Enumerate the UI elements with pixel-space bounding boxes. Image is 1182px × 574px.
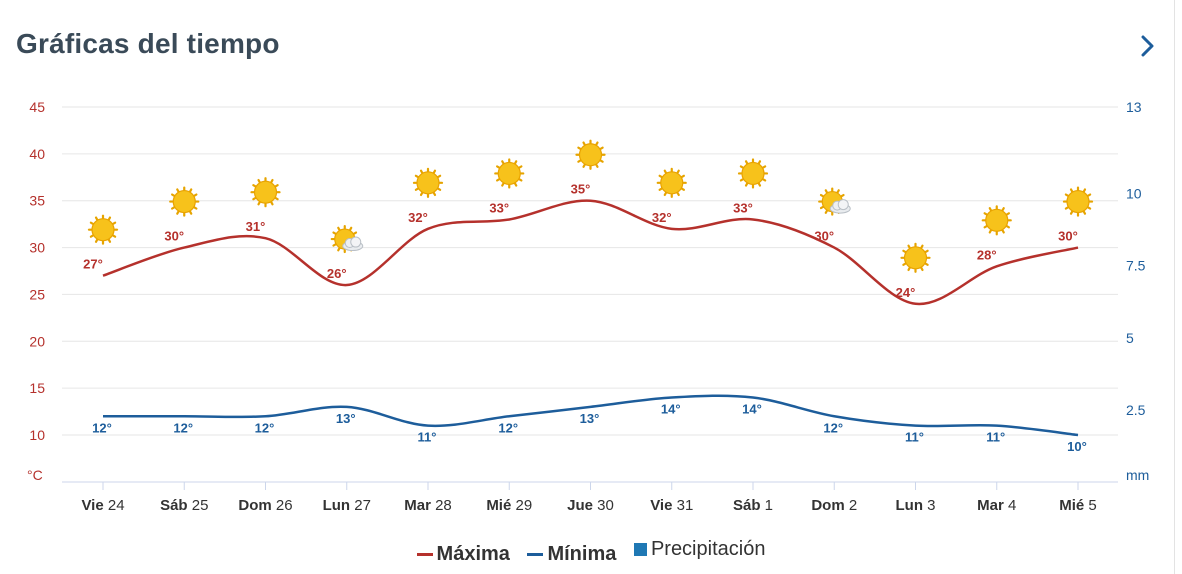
- legend-item-max[interactable]: Máxima: [416, 543, 510, 566]
- sun-icon: [87, 214, 119, 245]
- y-left-tick-label: 40: [29, 146, 45, 162]
- x-tick-label: Lun 27: [323, 497, 371, 514]
- x-tick-label: Vie 24: [81, 497, 124, 514]
- legend-label-min: Mínima: [547, 543, 617, 565]
- legend-label-max: Máxima: [436, 543, 510, 565]
- sun-disc: [91, 218, 115, 242]
- x-tick-label: Jue 30: [567, 497, 614, 514]
- x-tick-label: Sáb 1: [733, 497, 773, 514]
- y-left-tick-label: 45: [29, 99, 45, 115]
- sun-icon: [494, 158, 525, 189]
- min-data-label: 14°: [661, 402, 681, 417]
- sun-disc: [253, 180, 278, 204]
- sun-icon: [737, 158, 769, 189]
- legend-label-precip: Precipitación: [650, 538, 766, 560]
- page-title: Gráficas del tiempo: [16, 28, 280, 59]
- sun-disc: [497, 161, 521, 186]
- series-line-max: [102, 199, 1079, 306]
- max-data-label: 33°: [489, 200, 509, 215]
- x-tick-label: Mié 29: [486, 497, 532, 514]
- sun-icon: [1062, 186, 1094, 217]
- series-line-min: [103, 394, 1079, 437]
- max-data-label: 26°: [327, 266, 347, 281]
- max-data-label: 35°: [571, 182, 591, 197]
- max-data-label: 24°: [896, 285, 916, 300]
- min-data-label: 11°: [418, 430, 437, 445]
- cloud-puff: [350, 236, 362, 248]
- legend-swatch-max: [416, 553, 433, 556]
- sun-disc: [903, 246, 928, 270]
- legend-swatch-min: [527, 553, 544, 556]
- sun-icon: [656, 167, 687, 198]
- max-data-label: 32°: [408, 210, 428, 225]
- min-data-label: 13°: [580, 411, 600, 426]
- y-right-tick-label: 13: [1126, 99, 1142, 115]
- min-data-label: 11°: [905, 430, 924, 445]
- x-tick-label: Dom 2: [811, 497, 857, 514]
- chart-legend: Máxima Mínima Precipitación: [0, 538, 1182, 566]
- min-data-label: 12°: [92, 420, 112, 435]
- min-data-label: 10°: [1067, 439, 1087, 454]
- x-tick-label: Dom 26: [238, 497, 292, 514]
- sun-cloud-icon: [818, 187, 851, 216]
- cloud-icon: [829, 199, 851, 214]
- y-right-unit: mm: [1126, 467, 1149, 483]
- sun-disc: [416, 171, 440, 195]
- chevron-right-icon[interactable]: [1136, 32, 1160, 60]
- x-tick-label: Mié 5: [1059, 497, 1097, 514]
- sun-disc: [578, 143, 603, 167]
- sun-icon: [169, 186, 200, 217]
- y-left-tick-label: 10: [29, 427, 45, 443]
- y-right-tick-label: 2.5: [1126, 402, 1146, 418]
- sun-icon: [575, 139, 606, 170]
- sun-icon: [900, 242, 931, 273]
- x-tick-label: Lun 3: [896, 497, 936, 514]
- y-right-tick-label: 7.5: [1126, 258, 1146, 274]
- max-data-label: 33°: [733, 200, 753, 215]
- legend-item-min[interactable]: Mínima: [527, 543, 616, 566]
- max-data-label: 30°: [164, 229, 184, 244]
- min-data-label: 11°: [986, 430, 1005, 445]
- sun-disc: [985, 208, 1009, 232]
- y-right-tick-label: 10: [1126, 186, 1142, 202]
- x-tick-label: Vie 31: [650, 497, 693, 514]
- min-data-label: 12°: [823, 420, 843, 435]
- sun-disc: [741, 161, 765, 186]
- y-left-tick-label: 25: [29, 286, 45, 302]
- min-data-label: 12°: [173, 420, 193, 435]
- min-data-label: 12°: [255, 420, 275, 435]
- sun-cloud-icon: [330, 224, 364, 254]
- min-data-label: 14°: [742, 402, 762, 417]
- sun-disc: [1066, 189, 1090, 214]
- legend-swatch-precip: [633, 543, 647, 556]
- y-left-tick-label: 15: [29, 380, 45, 396]
- x-tick-label: Sáb 25: [160, 497, 208, 514]
- y-right-tick-label: 5: [1126, 330, 1134, 346]
- y-left-tick-label: 20: [29, 333, 45, 349]
- sun-icon: [412, 167, 444, 198]
- sun-icon: [250, 177, 281, 208]
- max-data-label: 30°: [1058, 229, 1078, 244]
- cloud-icon: [342, 236, 364, 252]
- max-data-label: 32°: [652, 210, 672, 225]
- x-tick-label: Mar 28: [404, 497, 452, 514]
- max-data-label: 28°: [977, 247, 997, 262]
- legend-item-precip[interactable]: Precipitación: [633, 538, 766, 561]
- sun-icon: [981, 205, 1012, 236]
- min-data-label: 13°: [336, 411, 356, 426]
- max-data-label: 27°: [83, 257, 103, 272]
- cloud-puff: [837, 199, 849, 211]
- x-tick-label: Mar 4: [977, 497, 1016, 514]
- y-left-tick-label: 30: [29, 240, 45, 256]
- max-data-label: 31°: [246, 219, 266, 234]
- y-left-unit: °C: [27, 467, 43, 483]
- y-left-tick-label: 35: [29, 193, 45, 209]
- max-data-label: 30°: [814, 229, 834, 244]
- sun-disc: [660, 171, 684, 195]
- sun-disc: [172, 189, 196, 214]
- min-data-label: 12°: [498, 420, 518, 435]
